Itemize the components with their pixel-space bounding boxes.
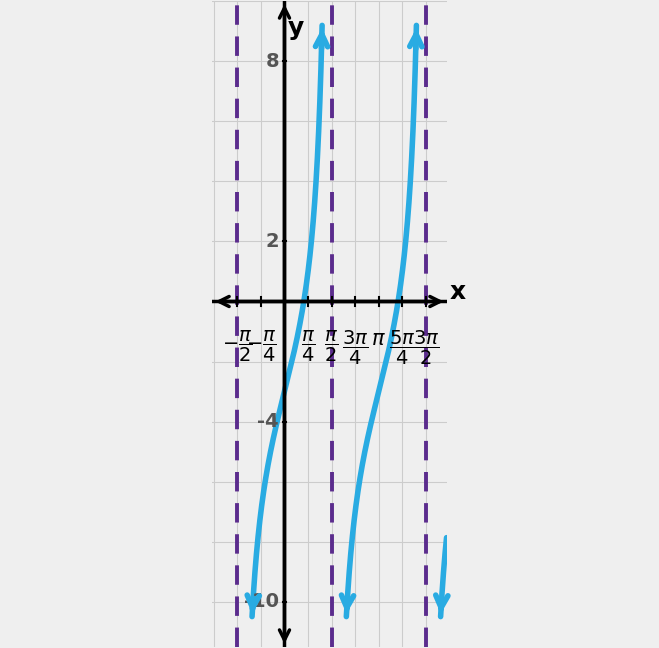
Text: $-\dfrac{\pi}{2}$: $-\dfrac{\pi}{2}$ [222, 329, 252, 364]
Text: $\dfrac{\pi}{2}$: $\dfrac{\pi}{2}$ [324, 329, 339, 364]
Text: 8: 8 [266, 52, 279, 71]
Text: y: y [288, 16, 304, 40]
Text: 2: 2 [266, 232, 279, 251]
Text: $\dfrac{3\pi}{2}$: $\dfrac{3\pi}{2}$ [413, 329, 439, 367]
Text: -4: -4 [258, 412, 279, 431]
Text: -10: -10 [244, 592, 279, 611]
Text: $\dfrac{\pi}{4}$: $\dfrac{\pi}{4}$ [301, 329, 315, 364]
Text: $\dfrac{3\pi}{4}$: $\dfrac{3\pi}{4}$ [342, 329, 368, 367]
Text: $\dfrac{5\pi}{4}$: $\dfrac{5\pi}{4}$ [389, 329, 416, 367]
Text: $-\dfrac{\pi}{4}$: $-\dfrac{\pi}{4}$ [246, 329, 276, 364]
Text: $\pi$: $\pi$ [371, 329, 386, 349]
Text: x: x [449, 281, 466, 305]
